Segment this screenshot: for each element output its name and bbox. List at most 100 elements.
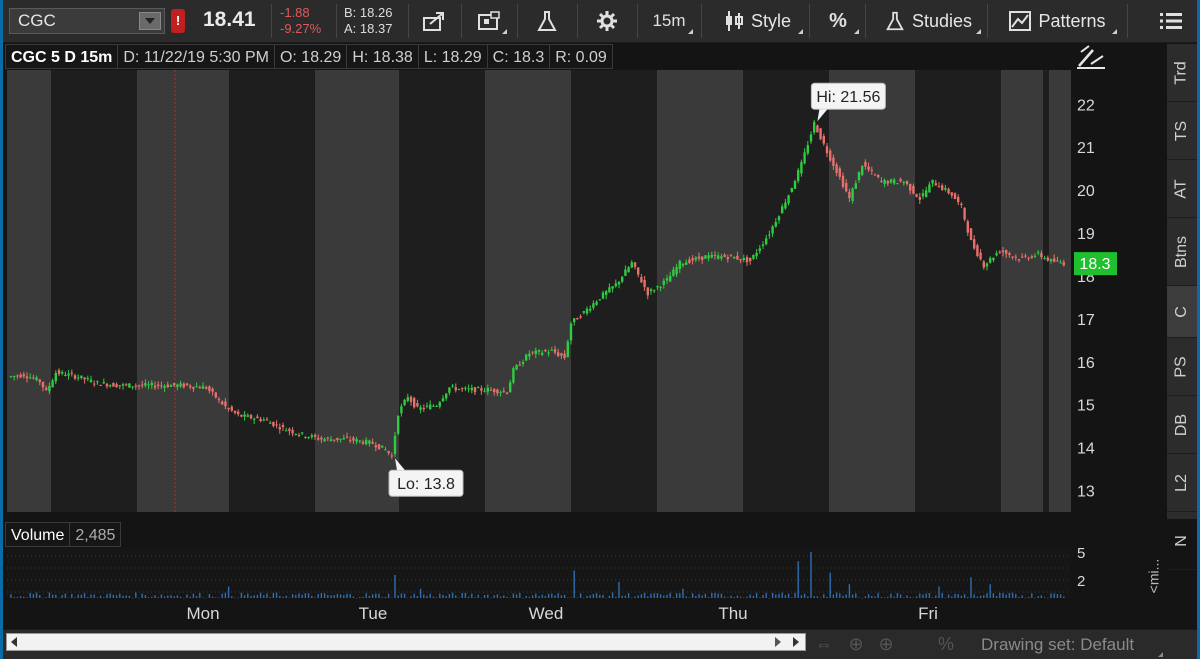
candle-body <box>681 263 685 266</box>
candle-body <box>806 145 809 154</box>
scroll-left-step-icon[interactable] <box>775 637 781 647</box>
volume-bar <box>637 595 639 598</box>
studies-button[interactable]: Studies <box>873 6 983 36</box>
volume-bar <box>413 593 415 598</box>
candle-body <box>742 257 745 260</box>
candle-body <box>774 222 777 227</box>
percent-view-button[interactable]: % <box>815 6 861 36</box>
crosshair-icon[interactable]: ⊕ <box>848 634 864 654</box>
side-tab-n[interactable]: N <box>1167 512 1197 570</box>
volume-bar <box>640 594 643 598</box>
candle-body <box>253 418 256 420</box>
side-tab-label: Btns <box>1173 235 1191 268</box>
candle-body <box>717 255 720 259</box>
volume-bar <box>1047 597 1049 599</box>
candle-body <box>326 437 329 439</box>
volume-info-bar: Volume 2,485 <box>5 522 122 547</box>
volume-bar <box>631 597 633 599</box>
menu-button[interactable] <box>1153 6 1189 36</box>
share-button[interactable] <box>415 6 455 36</box>
alert-icon[interactable]: ! <box>171 9 185 33</box>
candle-body <box>198 387 201 389</box>
side-tab-btns[interactable]: Btns <box>1167 218 1197 286</box>
candle-body <box>134 385 137 387</box>
volume-bar <box>490 597 492 599</box>
volume-bar <box>781 592 783 598</box>
flask-button[interactable] <box>525 6 569 36</box>
side-tab-db[interactable]: DB <box>1167 396 1197 454</box>
volume-bar <box>208 593 211 598</box>
candle-body <box>633 262 637 267</box>
candle-body <box>611 286 614 289</box>
candle-body <box>1033 255 1037 257</box>
volume-bar <box>122 595 124 598</box>
candle-body <box>57 370 61 375</box>
side-tab-ts[interactable]: TS <box>1167 102 1197 160</box>
volume-bar <box>739 596 742 598</box>
volume-bar <box>400 593 403 598</box>
volume-bar <box>970 577 972 598</box>
side-tab-c[interactable]: C <box>1167 286 1197 338</box>
candle-body <box>112 382 115 387</box>
candle-body <box>285 430 288 432</box>
drawing-tool-icon[interactable] <box>1075 44 1109 70</box>
candle-body <box>688 259 691 264</box>
volume-bar <box>851 594 854 598</box>
timeframe-selector[interactable]: 15m <box>643 6 695 36</box>
side-tab-at[interactable]: AT <box>1167 160 1197 218</box>
side-tab-l2[interactable]: L2 <box>1167 454 1197 512</box>
volume-bar <box>778 593 780 598</box>
candle-body <box>867 166 870 170</box>
volume-bar <box>173 596 175 598</box>
volume-bar <box>816 596 819 598</box>
patterns-button[interactable]: Patterns <box>995 6 1119 36</box>
volume-bar <box>189 596 191 598</box>
symbol-dropdown-button[interactable] <box>139 12 161 30</box>
chart-sharing-button[interactable] <box>469 6 509 36</box>
scroll-left-icon[interactable] <box>11 637 17 647</box>
volume-bar <box>461 592 463 598</box>
candle-body <box>953 193 957 200</box>
candle-body <box>176 384 179 388</box>
drawing-set-selector[interactable]: Drawing set: Default <box>981 635 1135 654</box>
horizontal-scrollbar[interactable] <box>6 633 806 651</box>
volume-bar <box>285 595 287 598</box>
extended-hours-band <box>137 70 185 512</box>
candle-body <box>845 182 848 192</box>
low-bubble-pointer <box>395 458 405 471</box>
volume-bar <box>736 595 739 598</box>
flask-icon <box>886 11 904 31</box>
candle-body <box>937 186 941 188</box>
settings-button[interactable] <box>585 6 629 36</box>
volume-bar <box>224 592 227 598</box>
volume-bar <box>992 593 995 598</box>
volume-bar <box>1053 593 1055 598</box>
style-button[interactable]: Style <box>709 6 805 36</box>
volume-bar <box>896 593 899 598</box>
candle-body <box>233 410 237 413</box>
candle-body <box>832 157 835 166</box>
extended-hours-band <box>315 70 355 512</box>
volume-bar <box>19 596 22 598</box>
volume-bar <box>263 595 265 598</box>
side-tab-trd[interactable]: Trd <box>1167 44 1197 102</box>
toolbar-divider <box>577 4 578 38</box>
mini-tab[interactable]: <mi... <box>1145 558 1161 594</box>
side-tab-label: L2 <box>1172 473 1190 492</box>
symbol-input[interactable]: CGC <box>9 8 165 34</box>
y-axis-tick-label: 22 <box>1077 97 1095 114</box>
volume-bar <box>55 594 57 598</box>
zoom-icon[interactable]: ⊕ <box>878 634 894 654</box>
reset-zoom-icon[interactable]: ⇔ <box>815 634 833 654</box>
candle-body <box>150 382 153 386</box>
volume-bar <box>250 595 252 598</box>
candle-body <box>816 125 819 133</box>
volume-bar <box>163 596 166 598</box>
volume-bar <box>666 594 668 598</box>
volume-bar <box>448 593 451 598</box>
candle-body <box>976 245 979 257</box>
scroll-right-icon[interactable] <box>793 637 799 647</box>
percent-icon[interactable]: % <box>937 634 954 654</box>
side-tab-ps[interactable]: PS <box>1167 338 1197 396</box>
